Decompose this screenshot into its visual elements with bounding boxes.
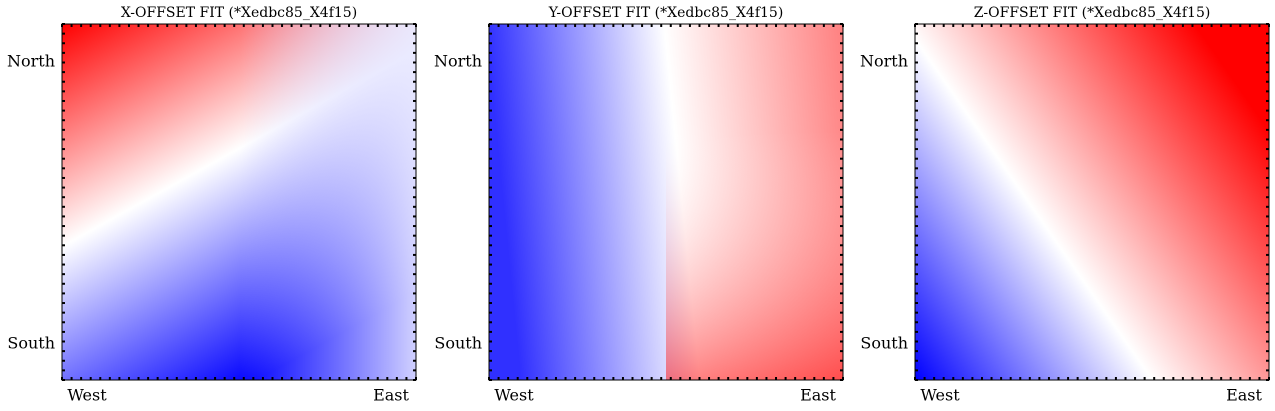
- y-tick-label: North: [860, 52, 908, 71]
- x-tick-label: East: [1226, 386, 1262, 405]
- plot-frame: [61, 23, 417, 381]
- heatmap: [915, 24, 1269, 380]
- y-tick-label: North: [434, 52, 482, 71]
- y-tick-label: South: [7, 334, 55, 353]
- x-tick-label: East: [373, 386, 409, 405]
- x-tick-label: West: [494, 386, 534, 405]
- heatmap-shade: [62, 24, 416, 380]
- plot-frame: [914, 23, 1270, 381]
- panel-title: Z-OFFSET FIT (*Xedbc85_X4f15): [974, 5, 1211, 21]
- y-tick-label: North: [7, 52, 55, 71]
- x-tick-label: West: [67, 386, 107, 405]
- heatmap-shade: [666, 24, 843, 380]
- y-tick-label: South: [434, 334, 482, 353]
- panel-title: Y-OFFSET FIT (*Xedbc85_X4f15): [548, 5, 784, 21]
- x-tick-label: West: [920, 386, 960, 405]
- x-tick-label: East: [800, 386, 836, 405]
- y-tick-label: South: [860, 334, 908, 353]
- panel-title: X-OFFSET FIT (*Xedbc85_X4f15): [121, 5, 357, 21]
- plot-frame: [488, 23, 844, 381]
